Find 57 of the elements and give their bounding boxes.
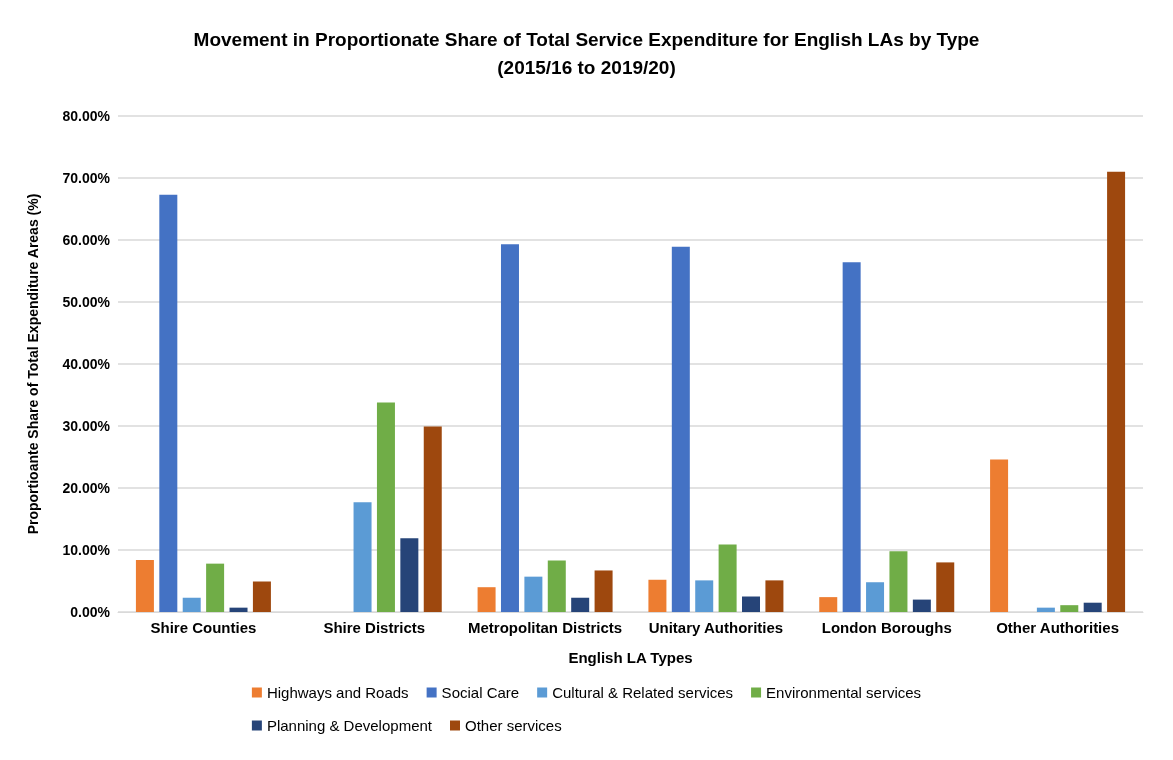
legend-label: Social Care — [441, 684, 520, 701]
bar — [990, 459, 1009, 612]
bar — [889, 551, 908, 612]
bar — [1107, 171, 1126, 612]
y-tick-label: 10.00% — [62, 542, 111, 558]
bar — [135, 559, 154, 612]
bar — [695, 580, 714, 612]
y-tick-label: 70.00% — [62, 170, 111, 186]
bar — [819, 597, 838, 612]
bar — [742, 596, 761, 612]
y-axis-title: Proportioante Share of Total Expenditure Areas (%) — [25, 193, 41, 535]
bar — [524, 576, 543, 612]
bar — [547, 560, 566, 612]
x-tick-label: Shire Counties — [150, 619, 257, 636]
bar — [571, 597, 590, 612]
bar — [206, 563, 225, 612]
x-axis-title: English LA Types — [568, 649, 693, 666]
bar — [1083, 602, 1102, 612]
legend-label: Other services — [464, 717, 562, 734]
y-tick-label: 30.00% — [62, 418, 111, 434]
bar — [376, 402, 395, 612]
y-tick-label: 0.00% — [70, 604, 111, 620]
y-tick-label: 20.00% — [62, 480, 111, 496]
bar — [718, 544, 737, 612]
bar — [477, 587, 496, 612]
bar — [866, 582, 885, 612]
bar — [671, 246, 690, 612]
bar — [765, 580, 784, 612]
bar — [594, 570, 613, 612]
bar — [1060, 605, 1079, 612]
bar — [252, 581, 271, 612]
chart-title: Movement in Proportionate Share of Total Service Expenditure for English LAs by Type (2015/16 to 2019/20) — [193, 28, 980, 78]
y-tick-label: 40.00% — [62, 356, 111, 372]
y-tick-label: 60.00% — [62, 232, 111, 248]
bar — [1036, 607, 1055, 612]
legend-label: Planning & Development — [266, 717, 433, 734]
bar — [182, 597, 201, 612]
bar — [159, 194, 178, 612]
bar — [500, 244, 519, 612]
bar — [353, 502, 372, 612]
x-tick-label: Other Authorities — [996, 619, 1119, 636]
y-tick-label: 80.00% — [62, 108, 111, 124]
legend-label: Environmental services — [766, 684, 922, 701]
legend-label: Cultural & Related services — [552, 684, 734, 701]
bar — [912, 599, 931, 612]
bar — [648, 579, 667, 612]
bar — [423, 426, 442, 612]
x-tick-label: Unitary Authorities — [648, 619, 784, 636]
x-tick-label: Metropolitan Districts — [467, 619, 623, 636]
x-tick-label: Shire Districts — [323, 619, 426, 636]
bar — [936, 562, 955, 612]
bar — [229, 607, 248, 612]
x-tick-label: London Boroughs — [821, 619, 952, 636]
y-tick-label: 50.00% — [62, 294, 111, 310]
legend-label: Highways and Roads — [266, 684, 409, 701]
bar — [400, 538, 419, 612]
bar — [842, 262, 861, 612]
